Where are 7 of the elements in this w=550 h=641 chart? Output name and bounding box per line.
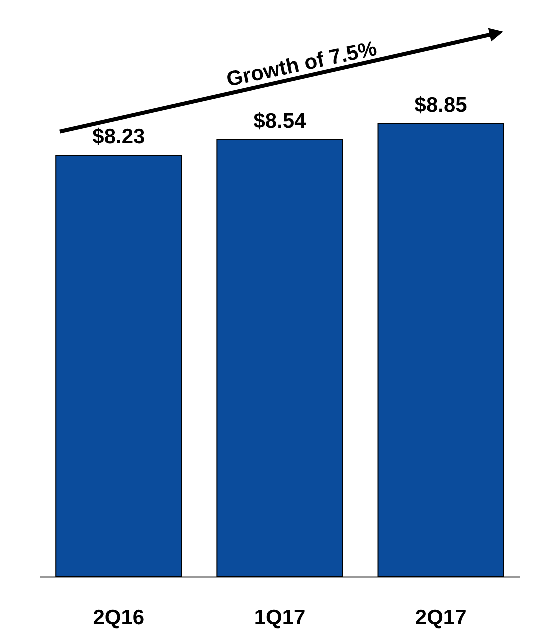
x-tick-label: 2Q17	[415, 606, 467, 630]
x-tick-label: 2Q16	[93, 606, 145, 630]
text: Growth of 7.5%	[224, 37, 380, 92]
data-label: $8.85	[414, 94, 468, 118]
data-label: $8.23	[92, 126, 146, 149]
data-label: $8.54	[254, 110, 307, 133]
x-tick-label: 1Q17	[254, 606, 306, 630]
